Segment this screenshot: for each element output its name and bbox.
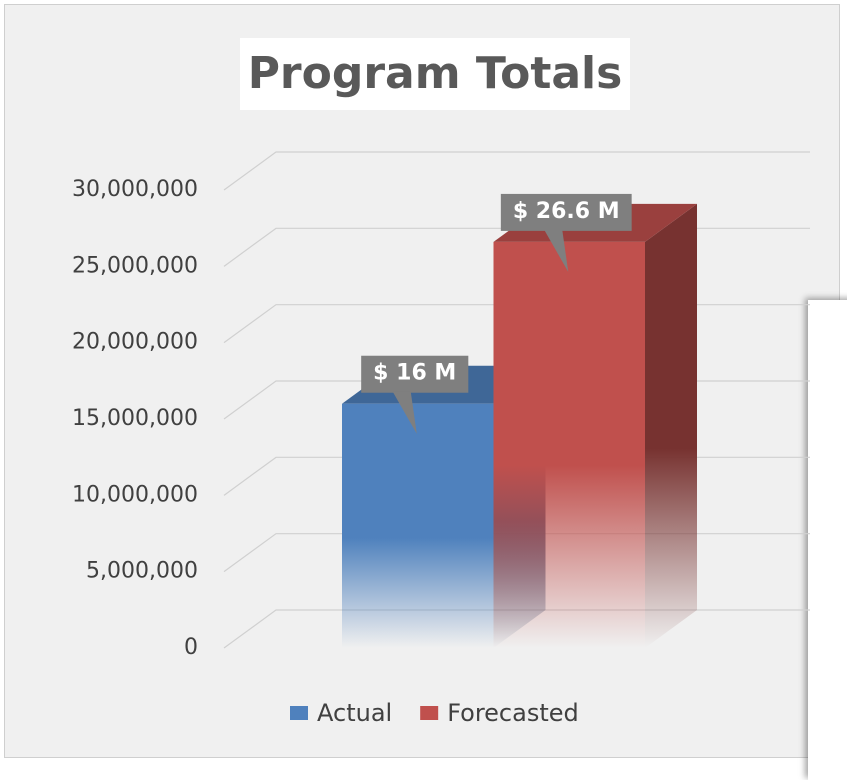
- y-tick-label: 30,000,000: [72, 177, 198, 202]
- value-label: $ 16 M: [373, 361, 456, 386]
- value-label: $ 26.6 M: [513, 199, 620, 224]
- callout-box: [361, 355, 469, 393]
- callout-tail: [392, 391, 417, 434]
- y-tick-label: 0: [184, 635, 198, 660]
- side-panel: [808, 300, 847, 780]
- legend-swatch: [290, 706, 308, 720]
- bar-side: [645, 203, 697, 648]
- y-tick-label: 10,000,000: [72, 482, 198, 507]
- chart-title: Program Totals: [240, 38, 630, 110]
- value-callout: $ 16 M: [361, 355, 469, 434]
- y-tick-label: 15,000,000: [72, 406, 198, 431]
- y-tick-label: 5,000,000: [86, 559, 198, 584]
- bar: [493, 241, 645, 648]
- callout-box: [500, 193, 632, 231]
- legend-swatch: [420, 706, 439, 720]
- y-tick-label: 20,000,000: [72, 330, 198, 355]
- grid-line: [223, 151, 810, 191]
- legend-label: Actual: [317, 699, 392, 727]
- y-tick-label: 25,000,000: [72, 253, 198, 278]
- bar: [342, 403, 494, 648]
- callout-tail: [544, 229, 569, 272]
- value-callout: $ 26.6 M: [500, 193, 632, 272]
- legend-label: Forecasted: [447, 699, 579, 727]
